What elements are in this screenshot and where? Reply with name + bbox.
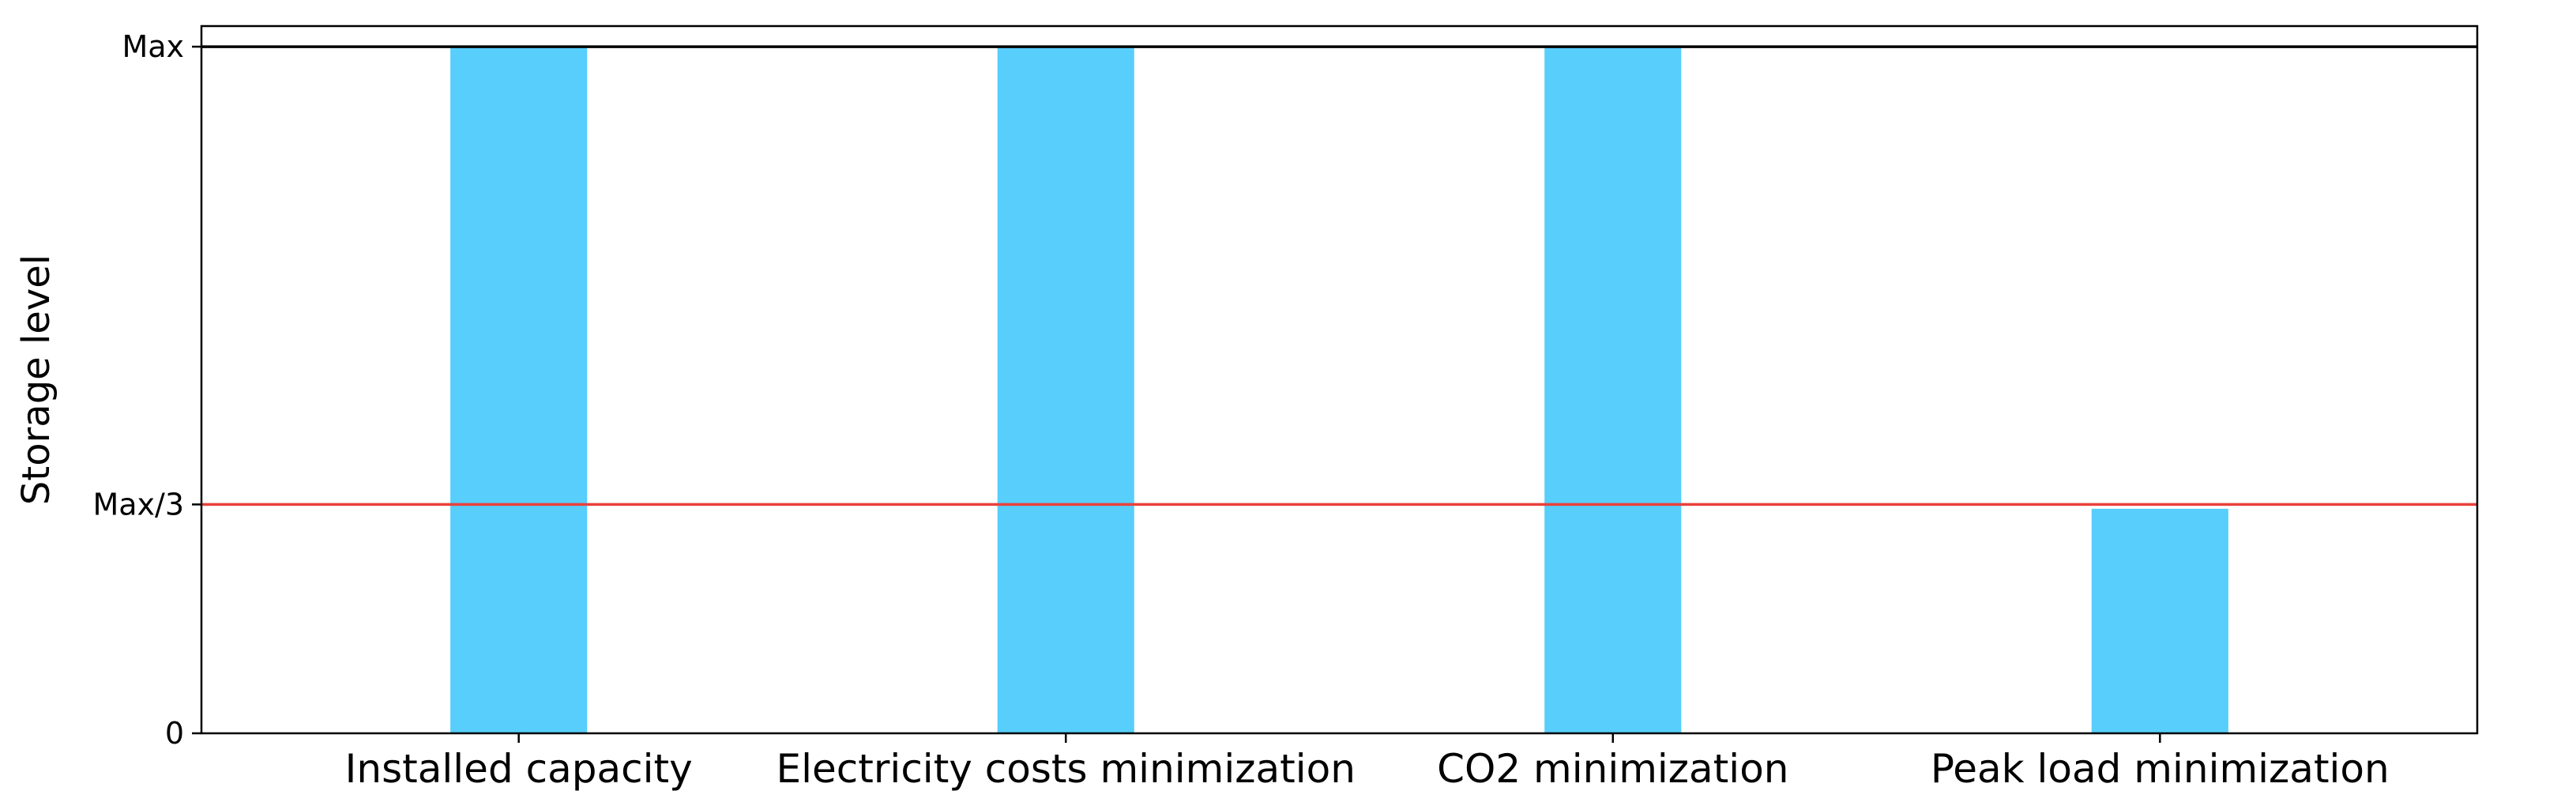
y-tick-label-1: Max/3 [92,487,184,522]
x-tick-label-0: Installed capacity [345,746,693,792]
y-tick-label-0: 0 [165,716,184,751]
y-ticks-group: 0 Max/3 Max [92,29,201,751]
y-tick-label-2: Max [122,29,184,64]
bar-0 [450,47,588,733]
bar-2 [1544,47,1682,733]
x-tick-label-3: Peak load minimization [1931,746,2390,792]
bar-1 [997,47,1134,733]
bars-group [450,47,2228,733]
reference-lines-group [201,45,2477,507]
x-tick-label-1: Electricity costs minimization [777,746,1356,792]
y-axis-label: Storage level [14,254,58,505]
plot-frame [200,24,2479,735]
bar-3 [2091,508,2228,733]
x-ticks-group: Installed capacity Electricity costs mini… [345,733,2390,792]
x-tick-label-2: CO2 minimization [1437,746,1788,792]
